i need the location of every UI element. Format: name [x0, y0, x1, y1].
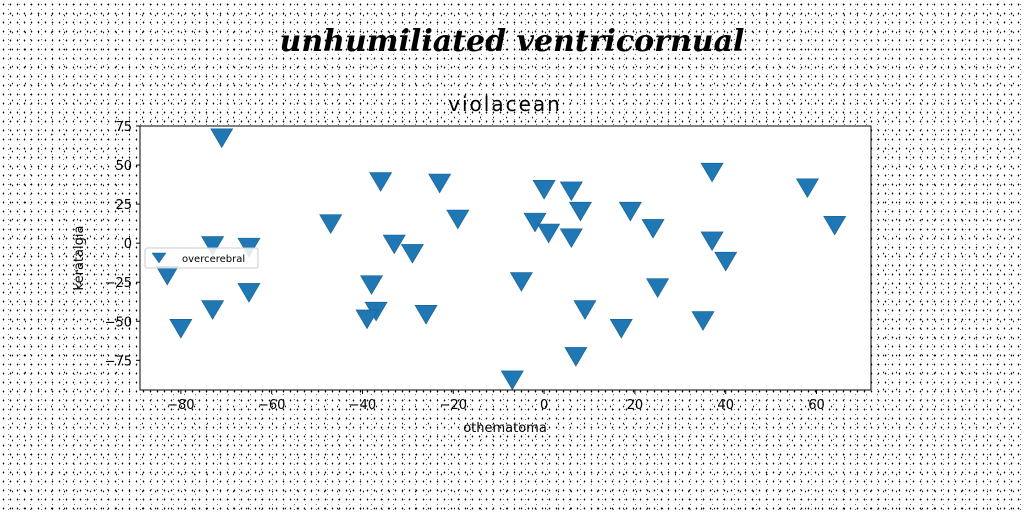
data-point [537, 223, 561, 244]
x-tick-label: −40 [349, 398, 376, 413]
x-tick-label: −60 [258, 398, 285, 413]
data-point [795, 178, 819, 199]
data-point [369, 172, 393, 192]
data-point [714, 251, 738, 272]
x-tick-label: 20 [627, 398, 644, 413]
data-point [559, 181, 583, 202]
data-point [823, 215, 847, 236]
data-points [155, 128, 847, 391]
legend: overcerebral [144, 247, 259, 269]
y-tick-label: 50 [115, 159, 132, 174]
data-point [509, 272, 533, 292]
data-point [201, 236, 225, 256]
data-point [700, 231, 724, 252]
x-tick-label: −20 [440, 398, 467, 413]
legend-box [144, 247, 259, 269]
y-tick-label: −75 [105, 354, 132, 369]
data-point [201, 300, 225, 320]
data-point [169, 319, 193, 339]
data-point [568, 201, 592, 222]
x-tick-label: 40 [717, 398, 734, 413]
data-point [428, 173, 452, 194]
y-tick-label: 0 [124, 237, 132, 252]
data-point [355, 309, 379, 330]
data-point [414, 304, 438, 325]
data-point [618, 201, 642, 222]
x-tick-label: 60 [808, 398, 825, 413]
axis-ticks: −80 −60 −40 −20 0 20 40 60 75 50 25 0 −25 −50 −75 [105, 120, 825, 413]
legend-marker-icon [151, 252, 167, 264]
legend-entry-overcerebral: overcerebral [182, 254, 245, 265]
data-point [700, 162, 724, 183]
data-point [641, 219, 665, 239]
y-axis-label: keratalgia [72, 226, 87, 291]
figure-title: unhumiliated ventricornual [279, 24, 745, 59]
data-point [609, 319, 633, 339]
data-point [559, 228, 583, 249]
data-point [564, 347, 588, 367]
y-tick-label: 75 [115, 120, 132, 135]
data-point [237, 237, 261, 258]
data-point [237, 283, 261, 303]
data-point [646, 278, 670, 299]
data-point [500, 370, 524, 391]
data-point [319, 214, 343, 234]
x-axis-label: othematoma [463, 421, 547, 436]
plot-frame [139, 125, 872, 391]
y-tick-label: −50 [105, 315, 132, 330]
data-point [210, 128, 234, 149]
data-point [446, 209, 470, 230]
data-point [360, 275, 384, 295]
data-point [532, 180, 556, 200]
data-point [573, 300, 597, 320]
data-point [382, 234, 406, 255]
chart-title: violacean [448, 92, 562, 116]
data-point [691, 311, 715, 331]
x-tick-label: −80 [167, 398, 194, 413]
plot-area-background [140, 126, 871, 390]
y-tick-label: 25 [115, 198, 132, 213]
y-tick-label: −25 [105, 276, 132, 291]
data-point [523, 212, 547, 233]
x-tick-label: 0 [540, 398, 548, 413]
data-point [400, 244, 424, 264]
